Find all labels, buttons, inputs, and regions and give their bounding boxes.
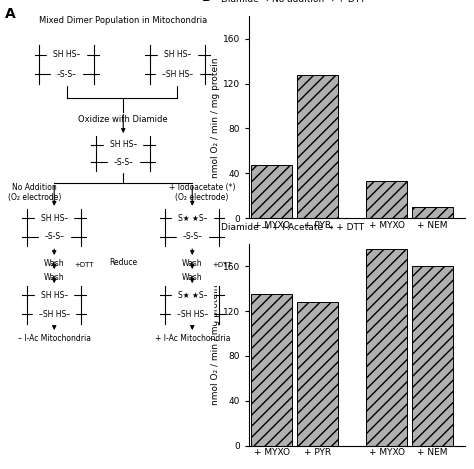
- Y-axis label: nmol O₂ / min / mg protein: nmol O₂ / min / mg protein: [211, 285, 220, 405]
- Bar: [412, 266, 453, 446]
- Text: –S-S–: –S-S–: [182, 232, 202, 242]
- Text: B: B: [201, 0, 211, 4]
- Text: SH HS–: SH HS–: [41, 291, 68, 300]
- Text: No Addition
(O₂ electrode): No Addition (O₂ electrode): [8, 182, 61, 202]
- Text: Wash: Wash: [44, 273, 64, 282]
- Bar: [412, 207, 453, 218]
- Text: S★ ★S–: S★ ★S–: [177, 213, 207, 223]
- Y-axis label: nmol O₂ / min / mg protein: nmol O₂ / min / mg protein: [211, 57, 220, 177]
- Text: SH HS–: SH HS–: [109, 140, 137, 149]
- Text: Diamide → No addition → + DTT: Diamide → No addition → + DTT: [221, 0, 365, 4]
- Text: Reduce: Reduce: [109, 258, 137, 267]
- Text: SH HS–: SH HS–: [41, 213, 68, 223]
- Text: + I-Ac Mitochondria: + I-Ac Mitochondria: [155, 334, 230, 343]
- Text: + Iodoacetate (*)
(O₂ electrode): + Iodoacetate (*) (O₂ electrode): [169, 182, 236, 202]
- Text: Wash: Wash: [182, 273, 202, 282]
- Text: Wash: Wash: [44, 259, 64, 268]
- Text: –S-S–: –S-S–: [44, 232, 64, 242]
- Text: SH HS–: SH HS–: [53, 50, 80, 59]
- Text: –SH HS–: –SH HS–: [177, 310, 208, 319]
- Text: Wash: Wash: [182, 259, 202, 268]
- Text: +DTT: +DTT: [74, 262, 93, 268]
- Bar: [366, 181, 407, 218]
- Text: –SH HS–: –SH HS–: [39, 310, 70, 319]
- Text: SH HS–: SH HS–: [164, 50, 191, 59]
- Bar: [251, 295, 292, 446]
- Text: Mixed Dimer Population in Mitochondria: Mixed Dimer Population in Mitochondria: [39, 16, 207, 25]
- Text: –S-S–: –S-S–: [56, 70, 76, 79]
- Text: A: A: [5, 7, 16, 21]
- Text: –SH HS–: –SH HS–: [162, 70, 193, 79]
- Text: Oxidize with Diamide: Oxidize with Diamide: [78, 115, 168, 124]
- Text: –S-S–: –S-S–: [113, 158, 133, 167]
- Bar: [297, 75, 338, 218]
- Bar: [297, 302, 338, 446]
- Text: – I-Ac Mitochondria: – I-Ac Mitochondria: [18, 334, 91, 343]
- Text: +DTT: +DTT: [212, 262, 231, 268]
- Bar: [251, 166, 292, 218]
- Text: Diamide → + I-Acetate → + DTT: Diamide → + I-Acetate → + DTT: [221, 223, 364, 232]
- Text: C: C: [201, 219, 210, 232]
- Text: S★ ★S–: S★ ★S–: [177, 291, 207, 300]
- Bar: [366, 250, 407, 446]
